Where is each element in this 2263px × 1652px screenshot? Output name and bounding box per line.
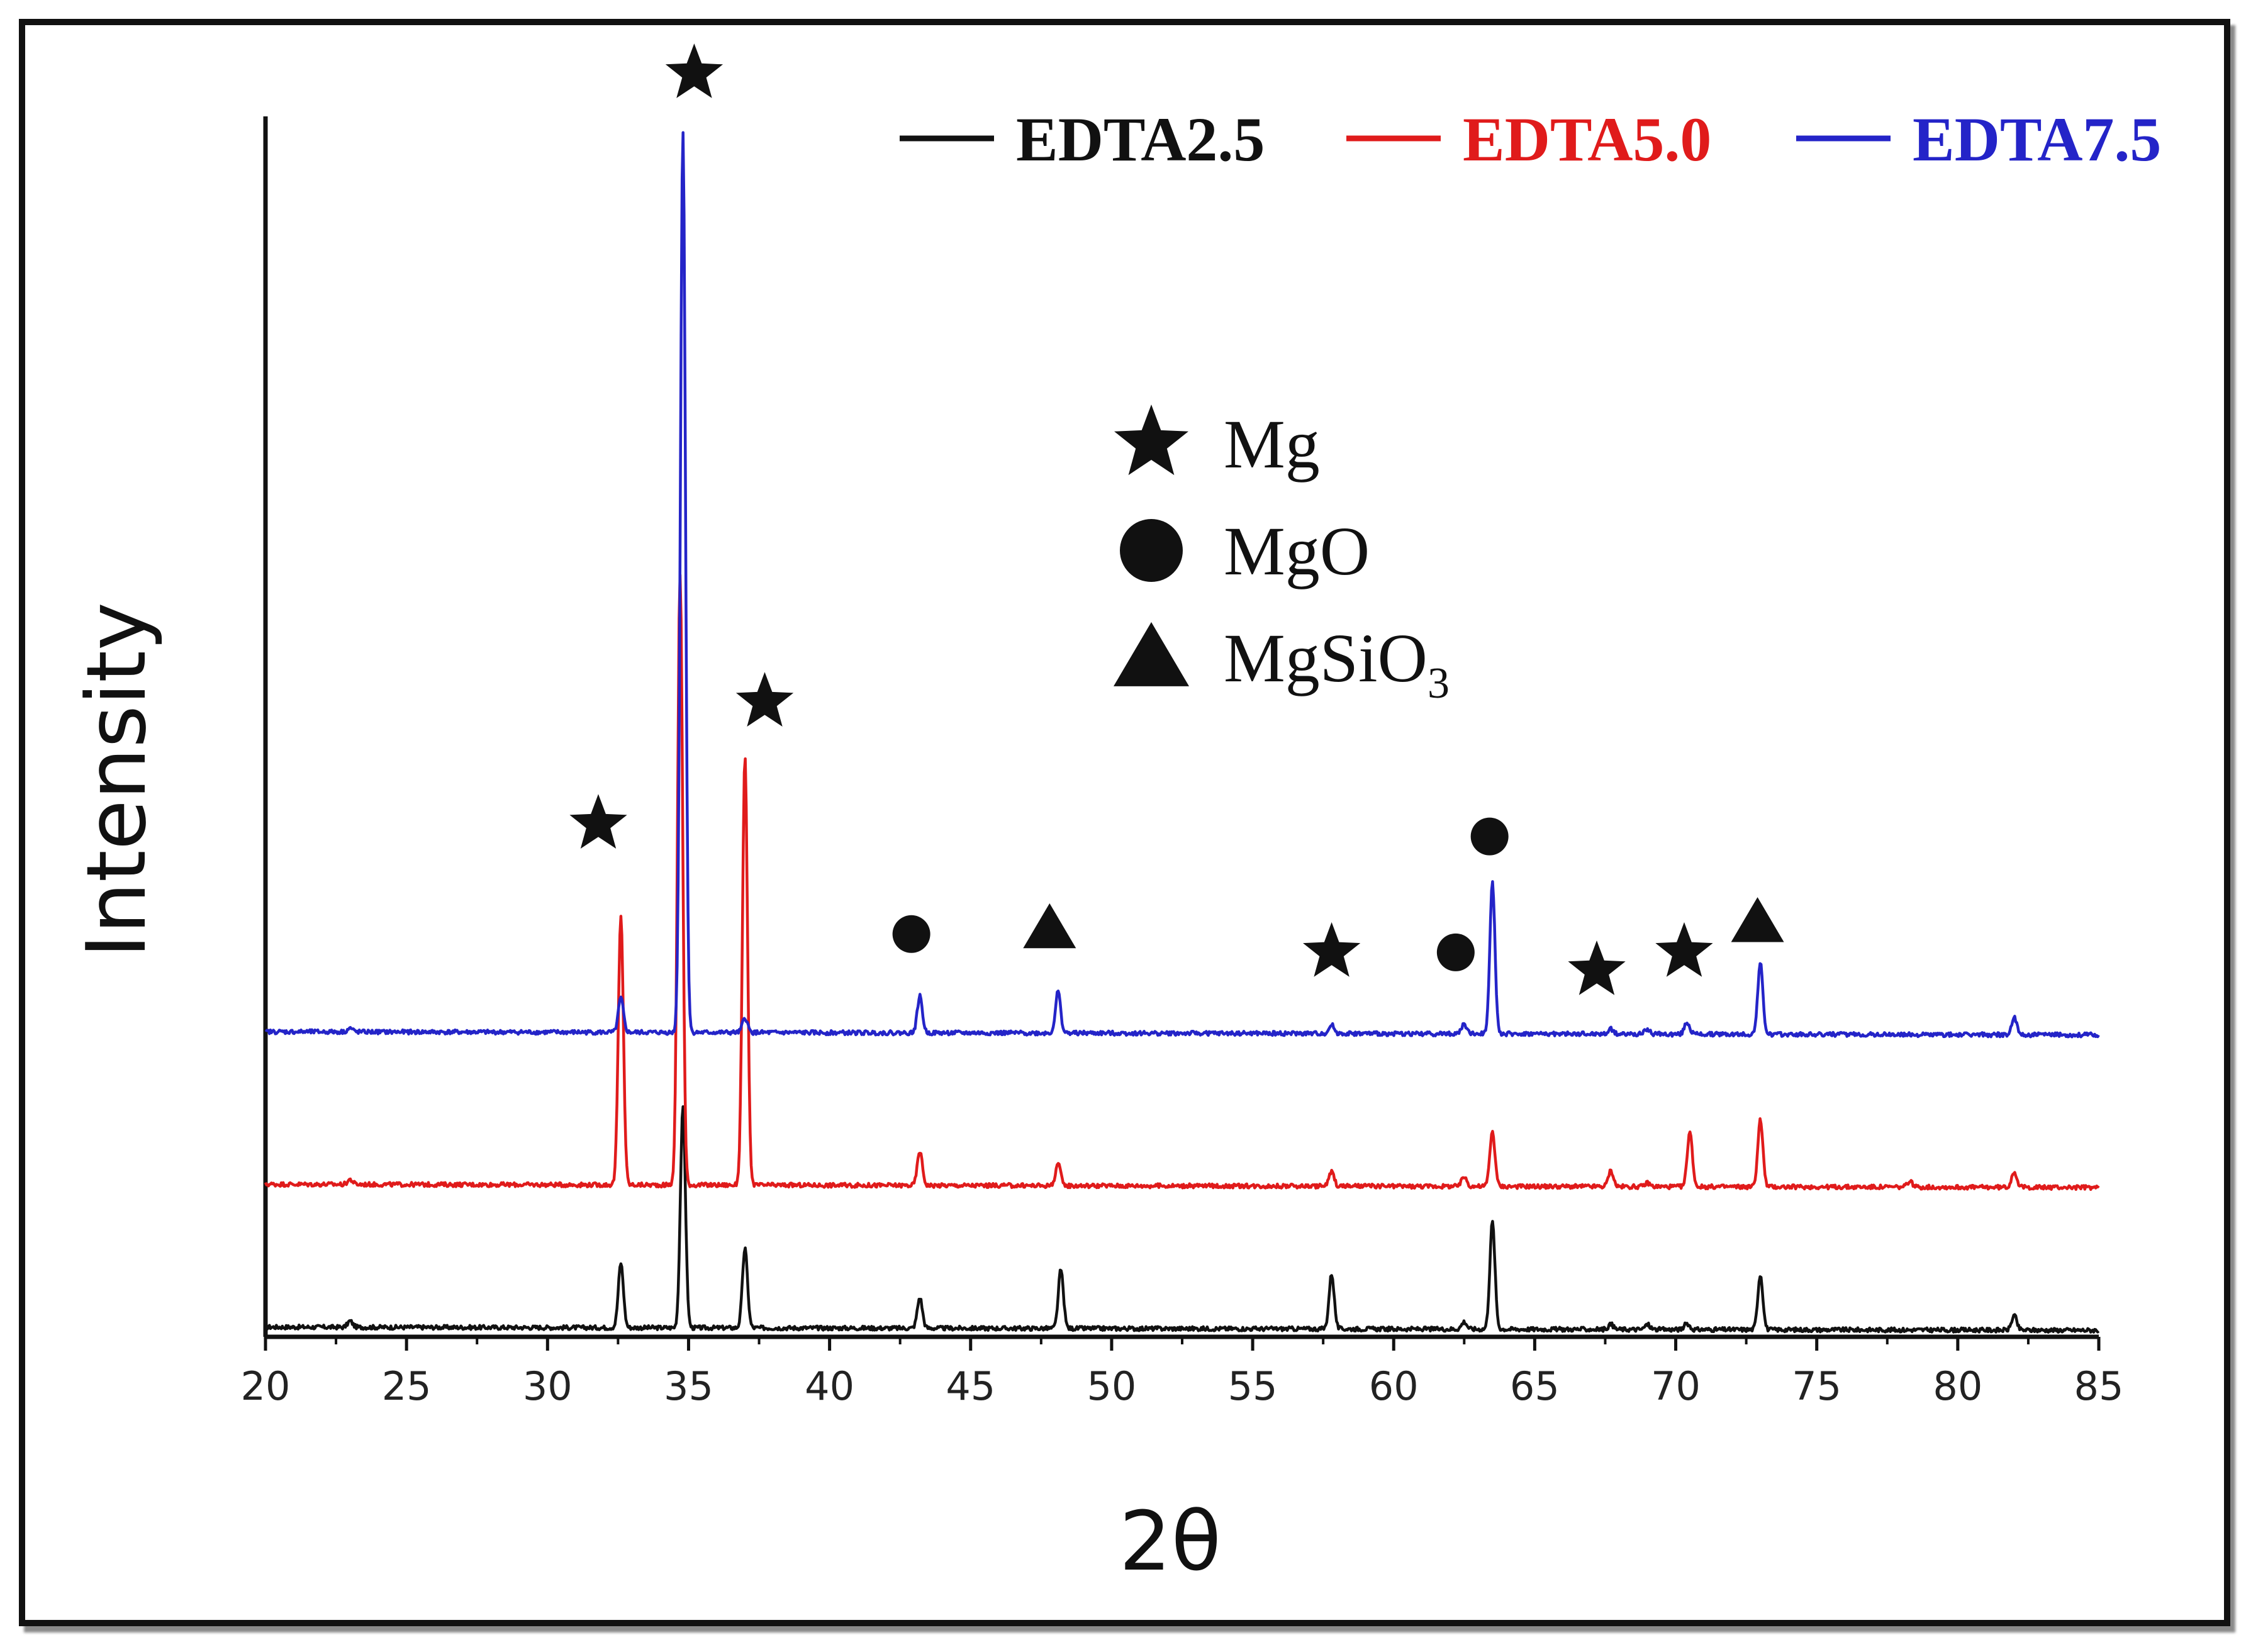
series-line-edta5-0 <box>264 573 2100 1192</box>
circle-marker <box>1436 933 1475 971</box>
x-tick-label: 40 <box>805 1363 854 1409</box>
star-marker <box>1655 922 1713 977</box>
star-marker <box>1568 940 1626 995</box>
legend-label: EDTA7.5 <box>1913 104 2161 174</box>
x-tick-label: 65 <box>1510 1363 1560 1409</box>
x-tick-label: 75 <box>1792 1363 1841 1409</box>
phase-legend-label: Mg <box>1224 406 1320 483</box>
triangle-marker <box>1731 897 1784 942</box>
x-tick-label: 30 <box>523 1363 573 1409</box>
x-tick-label: 60 <box>1369 1363 1419 1409</box>
star-marker <box>569 794 627 849</box>
legend-label: EDTA2.5 <box>1016 104 1265 174</box>
x-tick-label: 20 <box>241 1363 291 1409</box>
x-tick-label: 25 <box>382 1363 432 1409</box>
star-marker <box>735 672 794 727</box>
phase-markers <box>569 43 1784 995</box>
xrd-chart: 20 25 30 35 40 45 50 55 60 65 70 75 80 85 2θ Intensit… <box>69 43 2161 1589</box>
legend-circle-icon <box>1120 519 1183 582</box>
legend-star-icon <box>1114 405 1188 476</box>
series-legend: EDTA2.5 EDTA5.0 EDTA7.5 <box>900 104 2161 174</box>
x-tick-label: 50 <box>1087 1363 1136 1409</box>
star-marker <box>1303 922 1361 977</box>
x-tick-label: 85 <box>2074 1363 2124 1409</box>
circle-marker <box>1470 817 1509 856</box>
series-line-edta7-5 <box>264 131 2100 1039</box>
x-tick-label: 55 <box>1228 1363 1278 1409</box>
phase-legend-label: MgO <box>1224 513 1370 589</box>
x-tick-label: 35 <box>664 1363 713 1409</box>
legend-label: EDTA5.0 <box>1463 104 1711 174</box>
phase-legend-label: MgSiO3 <box>1224 620 1450 708</box>
figure-frame: 20 25 30 35 40 45 50 55 60 65 70 75 80 85 2θ Intensit… <box>19 19 2230 1626</box>
y-axis-title: Intensity <box>69 602 164 958</box>
circle-marker <box>892 915 930 953</box>
x-ticks: 20 25 30 35 40 45 50 55 60 65 70 75 80 85 <box>241 1337 2124 1409</box>
x-tick-label: 70 <box>1651 1363 1701 1409</box>
phase-legend-subscript: 3 <box>1428 659 1450 708</box>
x-axis-title: 2θ <box>1119 1493 1221 1589</box>
star-marker <box>665 43 724 98</box>
legend-triangle-icon <box>1114 622 1189 686</box>
x-tick-label: 45 <box>946 1363 995 1409</box>
traces <box>264 131 2100 1334</box>
axes: 20 25 30 35 40 45 50 55 60 65 70 75 80 85 <box>241 116 2124 1409</box>
phase-legend: Mg MgO MgSiO3 <box>1114 405 1450 708</box>
series-line-edta2-5 <box>265 1105 2100 1334</box>
x-tick-label: 80 <box>1933 1363 1982 1409</box>
triangle-marker <box>1023 903 1076 949</box>
